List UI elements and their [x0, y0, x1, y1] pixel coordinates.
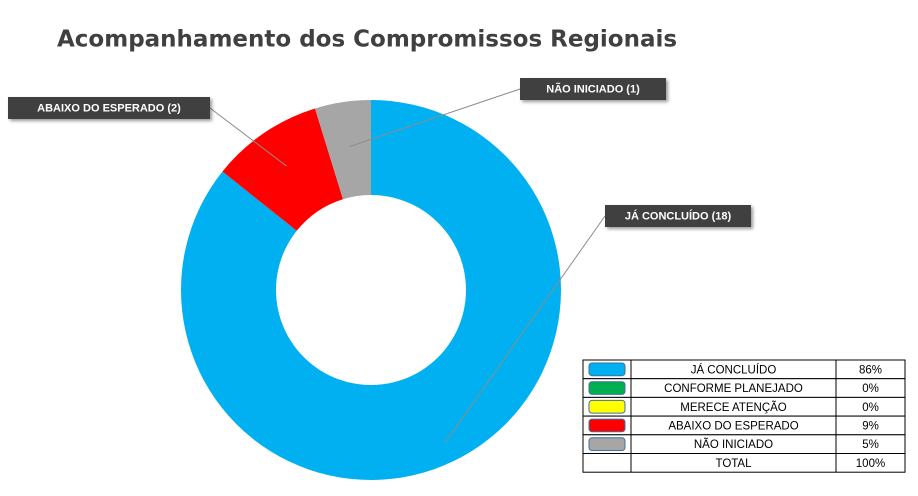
table-row: [582, 453, 906, 473]
table-value: 86%: [859, 364, 882, 376]
table-label: TOTAL: [716, 458, 753, 470]
table-value: 0%: [862, 383, 879, 395]
legend-swatch: [588, 418, 626, 433]
data-label: JÁ CONCLUÍDO (18): [625, 209, 732, 222]
label-box: [605, 205, 751, 227]
table-label: MERECE ATENÇÃO: [680, 401, 787, 414]
legend-swatch: [588, 399, 626, 414]
legend-swatch: [588, 362, 626, 377]
table-label: NÃO INICIADO: [694, 438, 773, 451]
data-label: ABAIXO DO ESPERADO (2): [37, 102, 181, 114]
donut-slice: [180, 100, 561, 480]
legend-swatch: [588, 437, 626, 451]
label-box: [520, 78, 666, 100]
label-box: [8, 97, 210, 119]
table-value: 0%: [862, 402, 879, 414]
legend-swatch: [588, 381, 626, 395]
donut-slice: [314, 100, 371, 200]
leader-line: [349, 88, 521, 148]
table-label: CONFORME PLANEJADO: [664, 383, 803, 395]
donut-slice: [222, 108, 343, 231]
chart-title: Acompanhamento dos Compromissos Regionai…: [57, 27, 677, 53]
table-label: JÁ CONCLUÍDO: [691, 363, 777, 376]
leader-line: [209, 107, 287, 167]
table-value: 9%: [862, 420, 879, 432]
data-label: NÃO INICIADO (1): [546, 82, 640, 95]
table-label: ABAIXO DO ESPERADO: [668, 420, 798, 432]
leader-line: [444, 215, 606, 444]
table-value: 100%: [856, 458, 885, 470]
table-value: 5%: [862, 439, 879, 451]
